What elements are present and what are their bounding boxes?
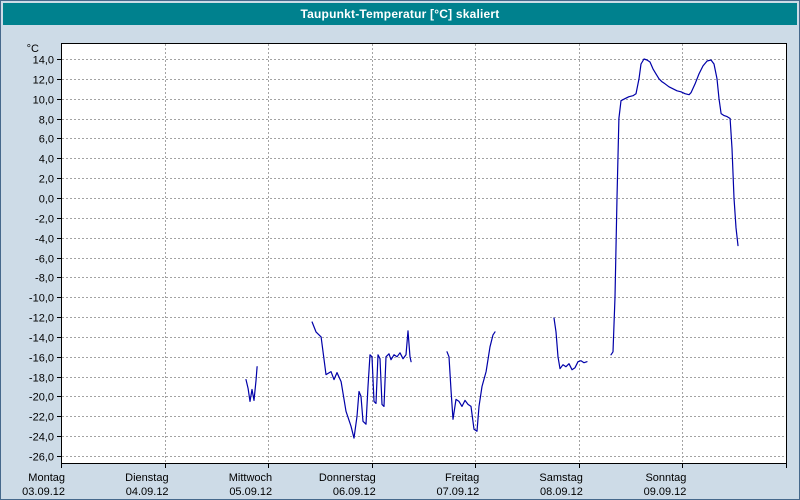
y-tick-label: 8,0	[39, 115, 54, 127]
y-tick-label: -12,0	[29, 313, 54, 325]
chart-title: Taupunkt-Temperatur [°C] skaliert	[300, 7, 500, 21]
x-day-label: Montag	[28, 472, 65, 484]
series-line-segment	[311, 321, 412, 439]
series-line-segment	[446, 331, 496, 432]
x-day-label: Samstag	[539, 472, 582, 484]
series-line-segment	[245, 366, 258, 402]
y-tick-label: 6,0	[39, 134, 54, 146]
y-tick-label: -22,0	[29, 412, 54, 424]
y-tick-label: -20,0	[29, 392, 54, 404]
x-day-label: Donnerstag	[319, 472, 376, 484]
x-date-label: 07.09.12	[436, 486, 479, 498]
x-date-label: 06.09.12	[333, 486, 376, 498]
x-day-label: Mittwoch	[229, 472, 272, 484]
x-date-label: 04.09.12	[126, 486, 169, 498]
y-tick-label: 12,0	[33, 75, 54, 87]
y-tick-label: -18,0	[29, 373, 54, 385]
x-date-label: 09.09.12	[644, 486, 687, 498]
x-date-label: 08.09.12	[540, 486, 583, 498]
x-date-label: 03.09.12	[22, 486, 65, 498]
series-line-segment	[553, 317, 588, 371]
y-tick-label: 10,0	[33, 95, 54, 107]
y-tick-label: -16,0	[29, 353, 54, 365]
y-tick-label: -6,0	[35, 254, 54, 266]
x-day-label: Dienstag	[125, 472, 168, 484]
y-tick-label: -8,0	[35, 273, 54, 285]
x-day-label: Freitag	[445, 472, 479, 484]
plot-area	[61, 43, 787, 464]
x-date-label: 05.09.12	[229, 486, 272, 498]
y-tick-label: -24,0	[29, 432, 54, 444]
chart-title-bar: Taupunkt-Temperatur [°C] skaliert	[3, 3, 797, 25]
y-tick-label: -4,0	[35, 234, 54, 246]
y-tick-label: -10,0	[29, 293, 54, 305]
series-line-segment	[610, 58, 739, 356]
y-tick-label: -14,0	[29, 333, 54, 345]
y-tick-label: 14,0	[33, 55, 54, 67]
y-tick-label: -26,0	[29, 452, 54, 464]
y-tick-label: 4,0	[39, 154, 54, 166]
y-tick-label: 2,0	[39, 174, 54, 186]
x-day-label: Sonntag	[645, 472, 686, 484]
y-tick-label: 0,0	[39, 194, 54, 206]
y-axis-unit-label: °C	[27, 43, 39, 55]
y-tick-label: -2,0	[35, 214, 54, 226]
